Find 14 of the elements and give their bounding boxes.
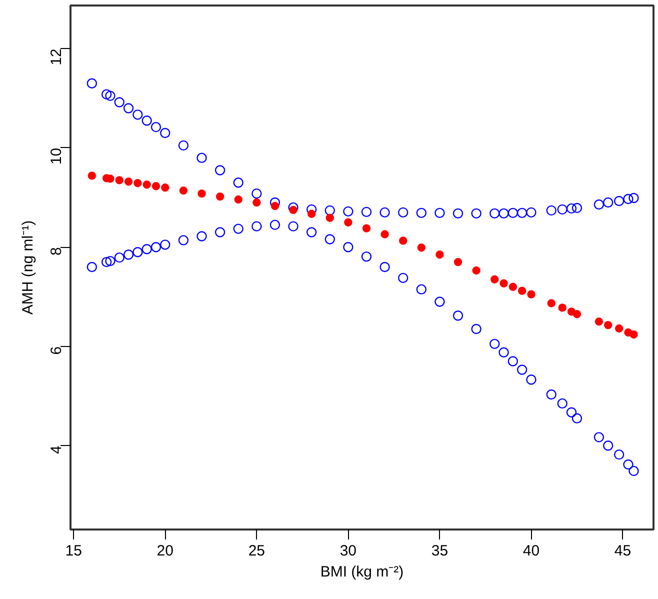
y-tick-label: 8 <box>48 247 65 256</box>
x-axis-title: BMI (kg m⁻²) <box>320 564 404 580</box>
y-tick-label: 4 <box>48 446 65 454</box>
x-tick-label: 40 <box>522 542 540 560</box>
y-tick-label: 12 <box>48 48 65 66</box>
y-axis-title: AMH (ng ml⁻¹) <box>20 220 36 315</box>
x-tick-label: 35 <box>431 542 448 560</box>
x-tick-label: 25 <box>248 542 266 560</box>
y-tick-label: 10 <box>48 148 65 165</box>
x-tick-label: 15 <box>65 542 82 560</box>
x-tick-label: 30 <box>340 542 357 560</box>
y-tick-label: 6 <box>48 346 65 355</box>
x-tick-label: 45 <box>614 542 632 560</box>
x-tick-label: 20 <box>156 542 174 560</box>
